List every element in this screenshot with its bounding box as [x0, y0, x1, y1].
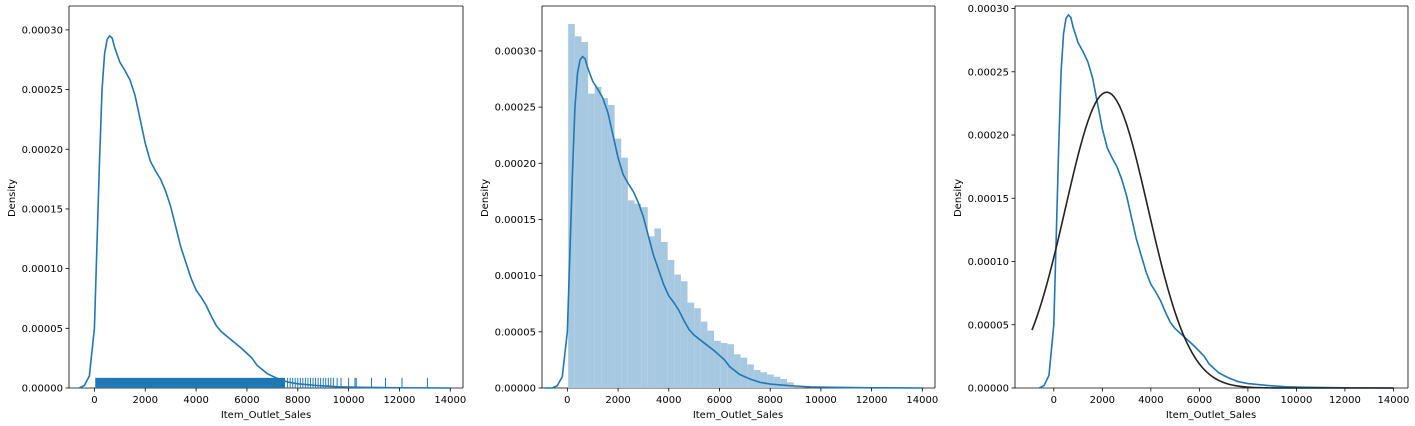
- x-tick-label: 12000: [1329, 395, 1361, 406]
- plot-marks: [1031, 13, 1394, 389]
- x-tick-label: 14000: [1378, 395, 1410, 406]
- histogram-bar: [733, 354, 741, 388]
- kde-line: [78, 34, 451, 389]
- histogram-bar: [627, 200, 635, 388]
- y-tick-label: 0.00030: [968, 4, 1009, 15]
- y-tick-label: 0.00030: [22, 25, 63, 36]
- x-tick-label: 0: [564, 395, 570, 406]
- x-tick-label: 12000: [856, 395, 888, 406]
- x-tick-label: 8000: [1235, 395, 1260, 406]
- histogram-bar: [581, 41, 589, 388]
- histogram-bar: [654, 228, 662, 388]
- histogram-bar: [773, 376, 781, 388]
- kde-rug-panel: Item_Outlet_Sales Density 0 2000 4000 6000 8…: [7, 5, 466, 421]
- histogram-bar: [607, 104, 615, 389]
- histogram-bar: [634, 203, 642, 388]
- y-tick-label: 0.00015: [968, 194, 1009, 205]
- x-tick-label: 2000: [1090, 395, 1115, 406]
- x-tick-label: 10000: [333, 395, 365, 406]
- histogram-bar: [667, 259, 675, 388]
- y-tick-label: 0.00020: [968, 131, 1009, 142]
- y-tick-label: 0.00010: [495, 271, 536, 282]
- x-tick-label: 14000: [906, 395, 938, 406]
- histogram-bar: [641, 207, 648, 388]
- histogram-bar: [647, 236, 655, 388]
- y-tick-label: 0.00000: [22, 384, 63, 395]
- y-tick-label: 0.00020: [22, 145, 63, 156]
- y-tick-label: 0.00020: [495, 159, 536, 170]
- y-tick-label: 0.00010: [22, 264, 63, 275]
- x-tick-label: 12000: [384, 395, 416, 406]
- y-tick-label: 0.00025: [968, 67, 1009, 78]
- kde-line: [1038, 13, 1394, 389]
- x-axis-label: Item_Outlet_Sales: [693, 410, 783, 421]
- x-axis-label: Item_Outlet_Sales: [221, 410, 311, 421]
- y-tick-label: 0.00025: [22, 85, 63, 96]
- plot-marks: [78, 34, 451, 389]
- x-tick-label: 10000: [805, 395, 837, 406]
- x-axis-label: Item_Outlet_Sales: [1166, 410, 1256, 421]
- x-tick-label: 4000: [183, 395, 208, 406]
- histogram-bar: [747, 364, 754, 388]
- y-axis-label: Density: [480, 179, 491, 217]
- histogram-bar: [621, 157, 628, 388]
- histogram-bar: [661, 241, 668, 388]
- y-tick-label: 0.00015: [22, 204, 63, 215]
- x-tick-label: 8000: [285, 395, 310, 406]
- y-tick-label: 0.00005: [495, 327, 536, 338]
- x-tick-label: 4000: [656, 395, 681, 406]
- histogram-bar: [727, 344, 734, 388]
- y-axis-label: Density: [953, 179, 964, 217]
- x-tick-label: 0: [1051, 395, 1057, 406]
- x-tick-label: 6000: [1187, 395, 1212, 406]
- normal-fit-line: [1031, 91, 1394, 389]
- histogram-bar: [601, 98, 608, 388]
- histogram-bar: [780, 379, 787, 388]
- y-tick-label: 0.00010: [968, 257, 1009, 268]
- y-axis-label: Density: [7, 179, 18, 217]
- x-tick-label: 6000: [707, 395, 732, 406]
- x-tick-label: 14000: [434, 395, 466, 406]
- y-tick-label: 0.00030: [495, 46, 536, 57]
- x-tick-label: 8000: [757, 395, 782, 406]
- histogram-bar: [614, 138, 622, 388]
- x-tick-label: 6000: [234, 395, 259, 406]
- x-tick-label: 2000: [133, 395, 158, 406]
- x-tick-label: 2000: [605, 395, 630, 406]
- plot-marks: [544, 23, 923, 389]
- y-tick-label: 0.00015: [495, 215, 536, 226]
- y-tick-label: 0.00000: [495, 384, 536, 395]
- histogram-bar: [700, 321, 708, 388]
- y-tick-label: 0.00005: [22, 324, 63, 335]
- histogram-bar: [760, 372, 768, 388]
- histogram-bar: [707, 330, 715, 388]
- y-tick-label: 0.00000: [968, 384, 1009, 395]
- histogram-bar: [767, 374, 774, 388]
- histogram-bar: [714, 340, 721, 388]
- histogram-bar: [753, 370, 761, 388]
- histogram-bar: [720, 343, 728, 388]
- histogram-bar: [680, 281, 688, 388]
- histogram-kde-panel: Item_Outlet_Sales Density 0 2000 4000 6000 8…: [480, 5, 938, 421]
- kde-line: [544, 55, 923, 389]
- histogram-bar: [594, 86, 602, 388]
- y-tick-label: 0.00005: [968, 320, 1009, 331]
- x-tick-label: 10000: [1281, 395, 1313, 406]
- histogram-bar: [574, 36, 582, 389]
- histogram-bar: [588, 93, 595, 388]
- kde-normal-fit-panel: Item_Outlet_Sales Density 0 2000 4000 6000 8…: [953, 4, 1409, 421]
- histogram-bar: [687, 302, 695, 388]
- x-tick-label: 0: [91, 395, 97, 406]
- y-tick-label: 0.00025: [495, 103, 536, 114]
- histogram-bar: [740, 357, 748, 388]
- x-tick-label: 4000: [1138, 395, 1163, 406]
- histogram-bar: [694, 308, 701, 388]
- histogram-bar: [674, 274, 681, 388]
- rug-dense-block: [95, 377, 286, 388]
